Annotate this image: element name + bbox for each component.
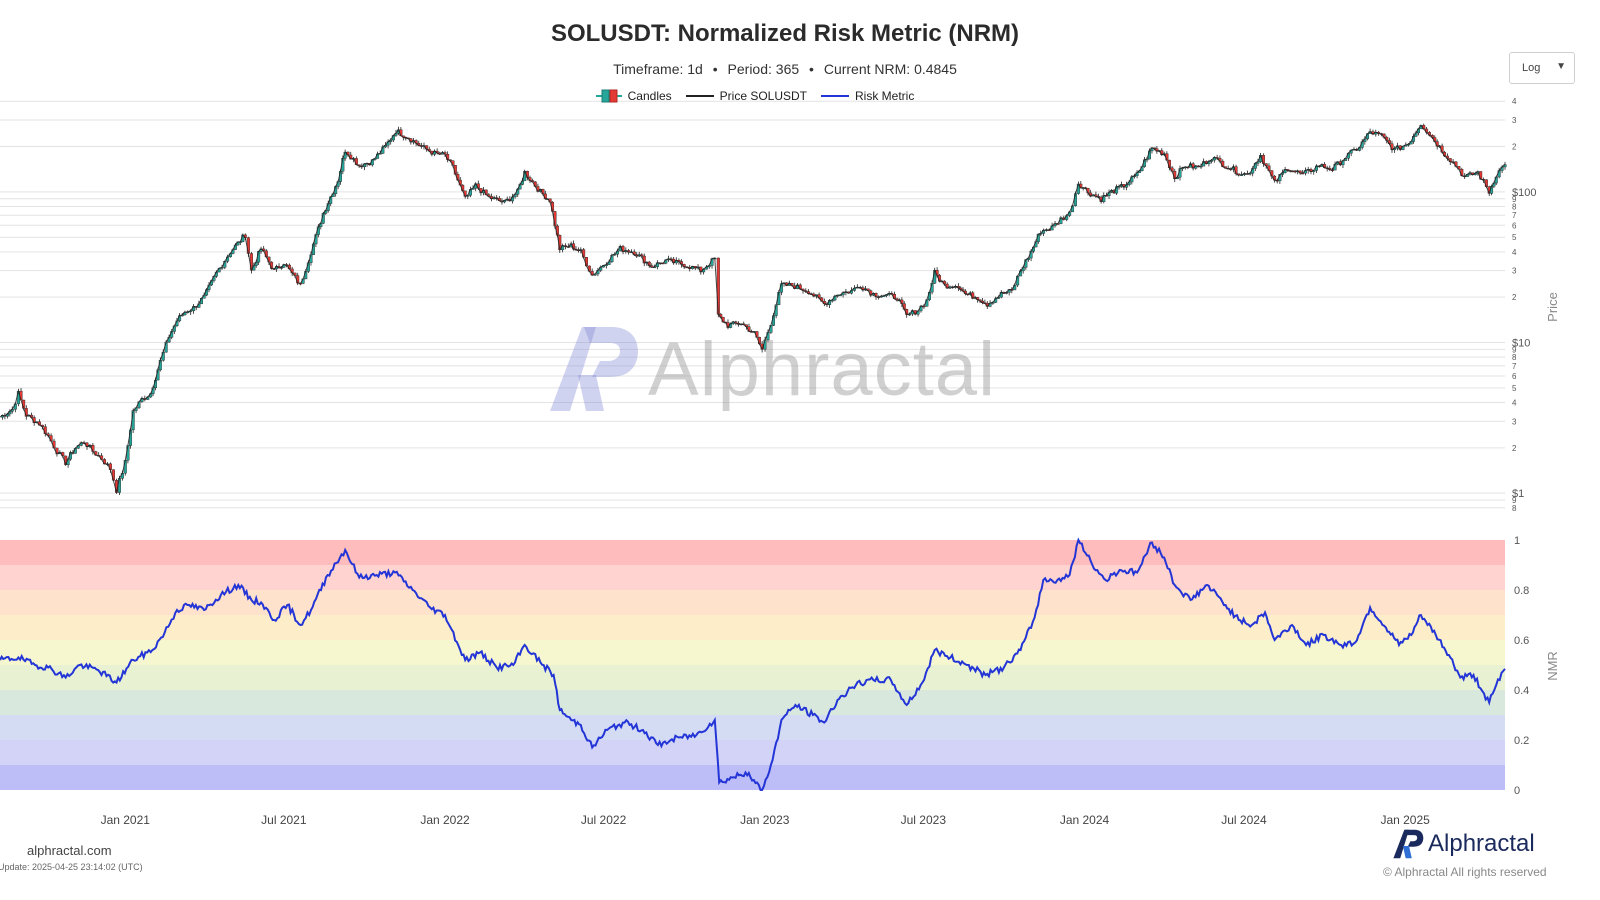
current-nrm-label: Current NRM: 0.4845 <box>823 61 957 77</box>
footer-update-time: Update: 2025-04-25 23:14:02 (UTC) <box>0 862 143 872</box>
brand-logo-icon <box>1393 829 1424 859</box>
risk-tick-label: 0.2 <box>1514 735 1529 747</box>
risk-tick-label: 1 <box>1514 535 1520 547</box>
price-tick-label: 9 <box>1512 496 1517 505</box>
brand-name: Alphractal <box>1428 830 1535 857</box>
price-tick-label: 7 <box>1512 211 1517 220</box>
legend-item-candles[interactable]: Candles <box>595 89 672 103</box>
price-tick-label: 4 <box>1512 398 1517 407</box>
legend-label-price: Price SOLUSDT <box>719 89 808 103</box>
price-tick-label: 4 <box>1512 97 1517 106</box>
price-tick-label: 6 <box>1512 372 1517 381</box>
price-tick-label: 5 <box>1512 233 1517 242</box>
risk-bands <box>0 540 1505 790</box>
risk-band <box>0 590 1505 615</box>
copyright: © Alphractal All rights reserved <box>1383 865 1547 879</box>
separator-dot: • <box>712 61 718 77</box>
price-tick-label: 9 <box>1512 345 1517 354</box>
price-grid <box>0 100 1505 509</box>
legend-label-candles: Candles <box>627 89 672 103</box>
legend-label-risk: Risk Metric <box>855 89 915 103</box>
chart-title: SOLUSDT: Normalized Risk Metric (NRM) <box>550 20 1020 47</box>
price-tick-label: $1 <box>1512 488 1524 500</box>
price-tick-label: 4 <box>1512 248 1517 257</box>
candles-icon <box>595 89 622 103</box>
risk-band <box>0 665 1505 690</box>
risk-band <box>0 565 1505 590</box>
price-tick-label: 8 <box>1512 353 1517 362</box>
x-axis: Jan 2021 Jul 2021 Jan 2022 Jul 2022 Jan 2023… <box>101 813 1431 827</box>
price-tick-label: 6 <box>1512 221 1517 230</box>
risk-tick-label: 0.4 <box>1514 685 1529 697</box>
risk-tick-label: 0.8 <box>1514 585 1529 597</box>
risk-series-line <box>0 537 1506 792</box>
risk-panel: 0 0.2 0.4 0.6 0.8 1 <box>0 535 1529 797</box>
x-tick-label: Jan 2022 <box>420 813 470 827</box>
risk-band <box>0 640 1505 665</box>
risk-line-icon <box>821 95 850 97</box>
risk-tick-label: 0.6 <box>1514 635 1529 647</box>
risk-tick-label: 0 <box>1514 785 1520 797</box>
x-tick-label: Jan 2025 <box>1380 813 1430 827</box>
x-tick-label: Jan 2021 <box>101 813 151 827</box>
price-tick-label: 3 <box>1512 116 1517 125</box>
price-tick-label: 2 <box>1512 444 1517 453</box>
x-tick-label: Jul 2021 <box>261 813 307 827</box>
legend-item-price[interactable]: Price SOLUSDT <box>685 89 808 103</box>
legend: Candles Price SOLUSDT Risk Metric <box>0 89 1510 103</box>
separator-dot: • <box>809 61 814 77</box>
scale-select[interactable]: Log ▼ <box>1509 52 1575 84</box>
risk-axis: 0 0.2 0.4 0.6 0.8 1 <box>1514 535 1529 797</box>
price-tick-label: $10 <box>1512 338 1530 350</box>
risk-band <box>0 740 1505 765</box>
x-tick-label: Jan 2024 <box>1060 813 1110 827</box>
price-series-line <box>0 124 1506 493</box>
footer-url[interactable]: alphractal.com <box>27 843 112 858</box>
price-tick-label: 8 <box>1512 504 1517 513</box>
risk-band <box>0 540 1505 565</box>
scale-select-value: Log <box>1522 62 1541 74</box>
x-tick-label: Jan 2023 <box>740 813 790 827</box>
price-tick-label: 5 <box>1512 384 1517 393</box>
price-tick-label: 2 <box>1512 293 1517 302</box>
legend-item-risk[interactable]: Risk Metric <box>821 89 914 103</box>
price-line-icon <box>685 95 714 97</box>
x-tick-label: Jul 2024 <box>1221 813 1267 827</box>
price-candles <box>0 123 1507 496</box>
price-tick-label: 9 <box>1512 195 1517 204</box>
brand-logo: Alphractal <box>1390 828 1535 860</box>
period-label: Period: 365 <box>727 61 800 77</box>
chart-subtitle: Timeframe: 1d • Period: 365 • Current NR… <box>0 61 1570 77</box>
risk-band <box>0 690 1505 715</box>
x-tick-label: Jul 2023 <box>901 813 947 827</box>
price-tick-label: 3 <box>1512 417 1517 426</box>
price-tick-label: 7 <box>1512 362 1517 371</box>
risk-band <box>0 715 1505 740</box>
risk-axis-title: NMR <box>1545 651 1560 681</box>
chevron-down-icon: ▼ <box>1556 61 1566 72</box>
risk-band <box>0 615 1505 640</box>
price-axis-title: Price <box>1545 292 1560 322</box>
price-line-layer <box>0 124 1506 493</box>
price-tick-label: $100 <box>1512 187 1536 199</box>
price-tick-label: 2 <box>1512 143 1517 152</box>
x-tick-label: Jul 2022 <box>581 813 627 827</box>
price-tick-label: 8 <box>1512 202 1517 211</box>
timeframe-label: Timeframe: 1d <box>613 61 703 77</box>
risk-line-layer <box>0 537 1506 792</box>
risk-band <box>0 765 1505 790</box>
price-tick-label: 3 <box>1512 267 1517 276</box>
